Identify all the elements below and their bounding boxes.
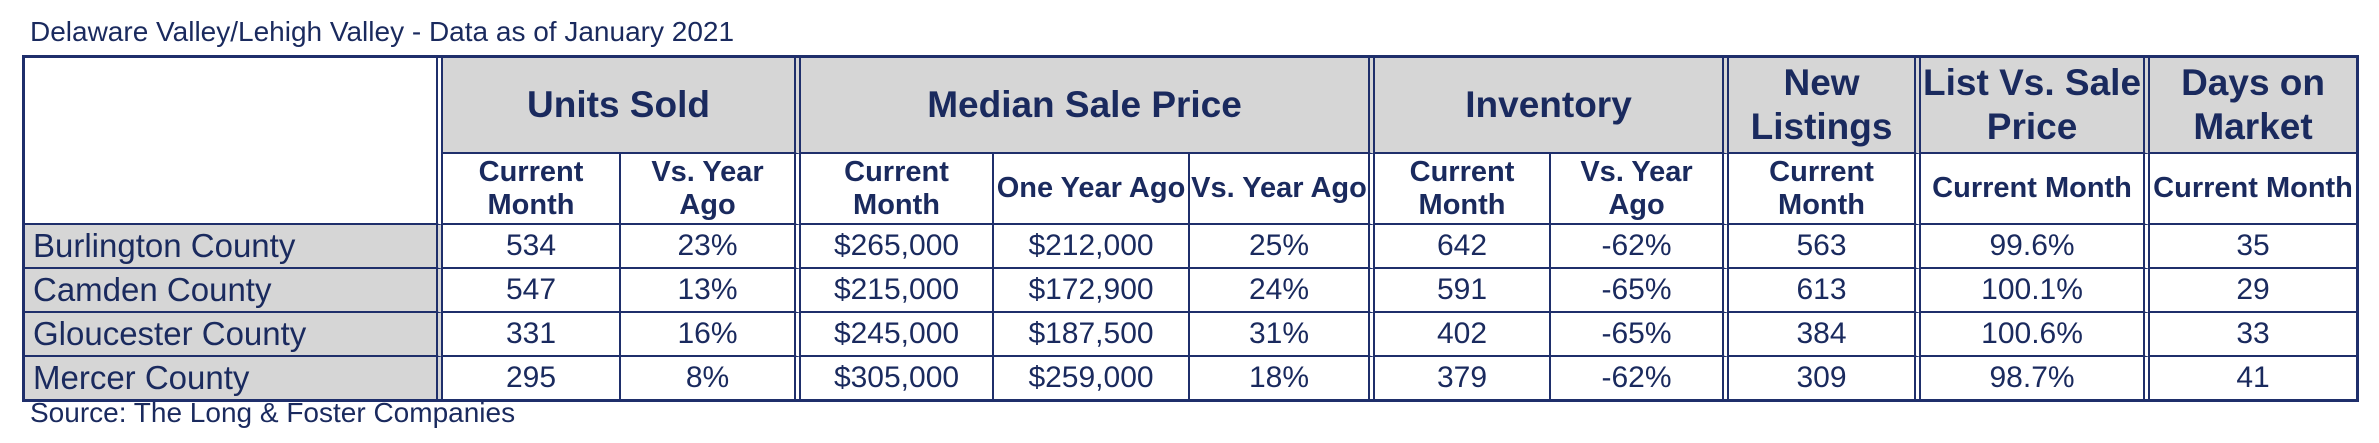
subheader-price-vs-year-ago: Vs. Year Ago [1190, 154, 1376, 225]
price-vs-year-ago: 25% [1190, 225, 1376, 269]
list-vs-sale-current: 100.1% [1921, 269, 2151, 313]
price-one-year-ago: $212,000 [994, 225, 1191, 269]
days-on-market-current: 33 [2150, 313, 2357, 357]
group-new-listings: New Listings [1729, 58, 1922, 154]
group-days-on-market: Days on Market [2150, 58, 2357, 154]
subheader-units-vs-year-ago: Vs. Year Ago [621, 154, 802, 225]
price-current: $215,000 [801, 269, 995, 313]
units-vs-year-ago: 16% [621, 313, 802, 357]
units-current: 547 [443, 269, 621, 313]
subheader-days-current-month: Current Month [2150, 154, 2357, 225]
price-current: $245,000 [801, 313, 995, 357]
list-vs-sale-current: 98.7% [1921, 357, 2151, 399]
inventory-current: 402 [1375, 313, 1552, 357]
units-vs-year-ago: 8% [621, 357, 802, 399]
table-row: Mercer County 295 8% $305,000 $259,000 1… [25, 357, 2356, 399]
market-stats-table-wrapper: Units Sold Median Sale Price Inventory N… [22, 55, 2360, 402]
units-current: 295 [443, 357, 621, 399]
price-one-year-ago: $172,900 [994, 269, 1191, 313]
group-units-sold: Units Sold [443, 58, 802, 154]
county-name: Burlington County [25, 225, 443, 269]
county-name: Camden County [25, 269, 443, 313]
new-listings-current: 384 [1729, 313, 1922, 357]
inventory-vs-year-ago: -62% [1551, 225, 1730, 269]
subheader-list-vs-sale-current-month: Current Month [1921, 154, 2151, 225]
inventory-current: 642 [1375, 225, 1552, 269]
table-row: Camden County 547 13% $215,000 $172,900 … [25, 269, 2357, 313]
new-listings-current: 613 [1729, 269, 1922, 313]
subheader-units-current-month: Current Month [443, 154, 621, 225]
price-current: $265,000 [801, 225, 995, 269]
subheader-new-listings-current-month: Current Month [1729, 154, 1922, 225]
new-listings-current: 309 [1729, 357, 1922, 399]
units-vs-year-ago: 13% [621, 269, 802, 313]
list-vs-sale-current: 99.6% [1921, 225, 2151, 269]
group-inventory: Inventory [1375, 58, 1730, 154]
inventory-current: 591 [1375, 269, 1552, 313]
inventory-vs-year-ago: -65% [1551, 269, 1730, 313]
county-name: Gloucester County [25, 313, 443, 357]
inventory-current: 379 [1375, 357, 1552, 399]
list-vs-sale-current: 100.6% [1921, 313, 2151, 357]
table-title: Delaware Valley/Lehigh Valley - Data as … [30, 16, 735, 47]
price-vs-year-ago: 24% [1190, 269, 1376, 313]
county-name: Mercer County [25, 357, 443, 399]
days-on-market-current: 35 [2150, 225, 2357, 269]
new-listings-current: 563 [1729, 225, 1922, 269]
price-one-year-ago: $259,000 [994, 357, 1191, 399]
market-stats-table: Units Sold Median Sale Price Inventory N… [22, 55, 2360, 402]
subheader-inventory-vs-year-ago: Vs. Year Ago [1551, 154, 1730, 225]
group-list-vs-sale-price: List Vs. Sale Price [1921, 58, 2151, 154]
subheader-inventory-current-month: Current Month [1375, 154, 1552, 225]
days-on-market-current: 29 [2150, 269, 2357, 313]
units-vs-year-ago: 23% [621, 225, 802, 269]
corner-cell [25, 58, 443, 225]
days-on-market-current: 41 [2236, 361, 2270, 394]
price-vs-year-ago: 18% [1190, 357, 1376, 399]
subheader-price-one-year-ago: One Year Ago [994, 154, 1191, 225]
header-row-subheaders: Current Month Vs. Year Ago Current Month… [25, 154, 2357, 225]
units-current: 534 [443, 225, 621, 269]
units-current: 331 [443, 313, 621, 357]
subheader-price-current-month: Current Month [801, 154, 995, 225]
source-note: Source: The Long & Foster Companies [30, 397, 516, 428]
table-row: Burlington County 534 23% $265,000 $212,… [25, 225, 2357, 269]
price-current: $305,000 [801, 357, 995, 399]
inventory-vs-year-ago: -62% [1551, 357, 1730, 399]
header-row-groups: Units Sold Median Sale Price Inventory N… [25, 58, 2357, 225]
inventory-vs-year-ago: -65% [1551, 313, 1730, 357]
price-vs-year-ago: 31% [1190, 313, 1376, 357]
table-row: Gloucester County 331 16% $245,000 $187,… [25, 313, 2357, 357]
price-one-year-ago: $187,500 [994, 313, 1191, 357]
group-median-sale-price: Median Sale Price [801, 58, 1376, 154]
